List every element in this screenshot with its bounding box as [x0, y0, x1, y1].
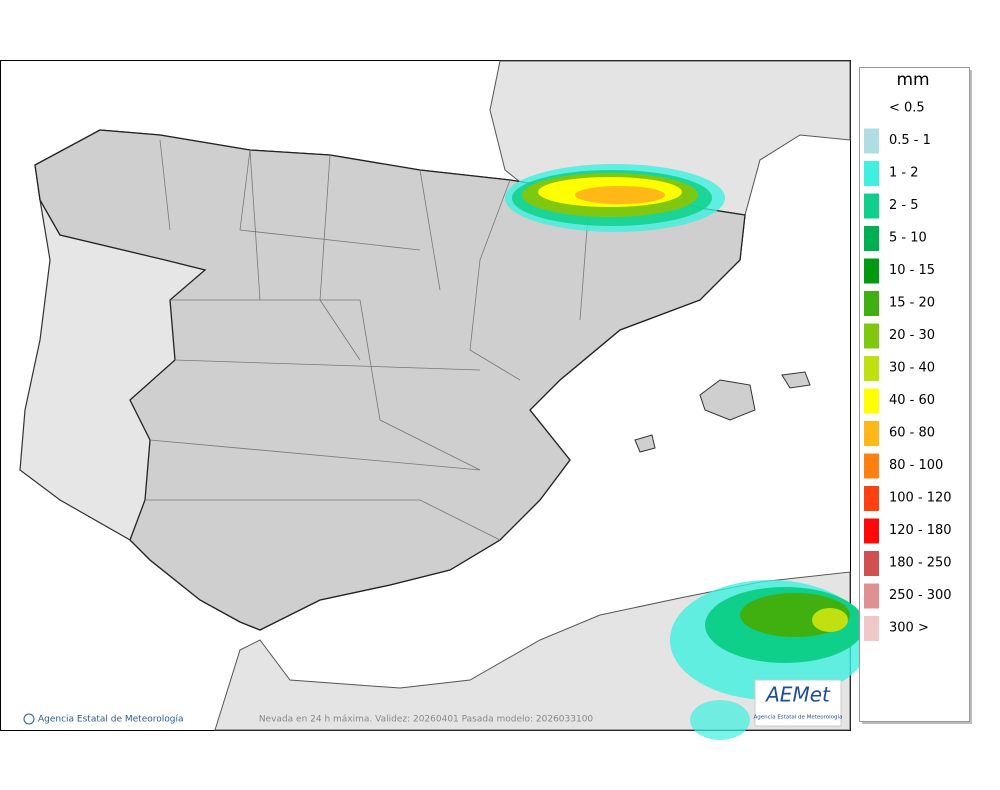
legend-label: 250 - 300 — [889, 588, 952, 603]
legend-swatch — [864, 453, 879, 479]
snow-africa — [670, 580, 870, 740]
legend-swatch — [864, 518, 879, 544]
legend-swatch — [864, 616, 879, 641]
logo-name: AEMet — [764, 683, 831, 707]
legend-label: 10 - 15 — [889, 263, 935, 278]
legend-label: 80 - 100 — [889, 458, 943, 473]
legend-swatch — [864, 193, 879, 219]
legend-label: 20 - 30 — [889, 328, 935, 343]
legend-swatch — [864, 421, 879, 446]
legend-swatch — [864, 486, 879, 511]
legend-label: 15 - 20 — [889, 296, 935, 311]
map: Agencia Estatal de Meteorología Nevada e… — [0, 60, 870, 740]
caption: Nevada en 24 h máxima. Validez: 20260401… — [259, 715, 594, 725]
legend-swatch — [864, 161, 879, 186]
mallorca — [699, 379, 756, 421]
legend-label: 300 > — [889, 621, 929, 636]
logo-subtitle: Agencia Estatal de Meteorología — [754, 714, 843, 721]
menorca — [781, 371, 811, 389]
legend-label: 2 - 5 — [889, 198, 919, 213]
legend-swatch — [864, 583, 879, 609]
ibiza — [634, 434, 656, 453]
legend-swatch — [864, 258, 879, 284]
legend-label: 0.5 - 1 — [889, 133, 931, 148]
legend-swatch — [864, 291, 879, 316]
legend-swatch — [864, 128, 879, 154]
snow-pyrenees — [505, 164, 725, 232]
logo-box — [754, 679, 842, 727]
legend-label: 1 - 2 — [889, 166, 919, 181]
legend-swatch — [864, 356, 879, 381]
regions — [145, 139, 591, 541]
copyright-icon — [23, 713, 35, 725]
legend-label: 180 - 250 — [889, 556, 952, 571]
legend-label: 30 - 40 — [889, 361, 935, 376]
legend-label: < 0.5 — [889, 101, 925, 116]
legend: mm < 0.5 0.5 - 1 1 - 2 2 - 5 5 - 10 10 - 15 15… — [859, 67, 972, 724]
legend-swatch — [864, 551, 879, 576]
legend-swatch — [864, 226, 879, 251]
legend-swatch — [864, 388, 879, 414]
legend-label: 5 - 10 — [889, 231, 927, 246]
legend-label: 100 - 120 — [889, 491, 952, 506]
legend-label: 120 - 180 — [889, 523, 952, 538]
legend-swatch — [864, 323, 879, 349]
legend-label: 60 - 80 — [889, 426, 935, 441]
legend-title: mm — [896, 70, 929, 90]
credit: Agencia Estatal de Meteorología — [38, 715, 184, 725]
legend-label: 40 - 60 — [889, 393, 935, 408]
